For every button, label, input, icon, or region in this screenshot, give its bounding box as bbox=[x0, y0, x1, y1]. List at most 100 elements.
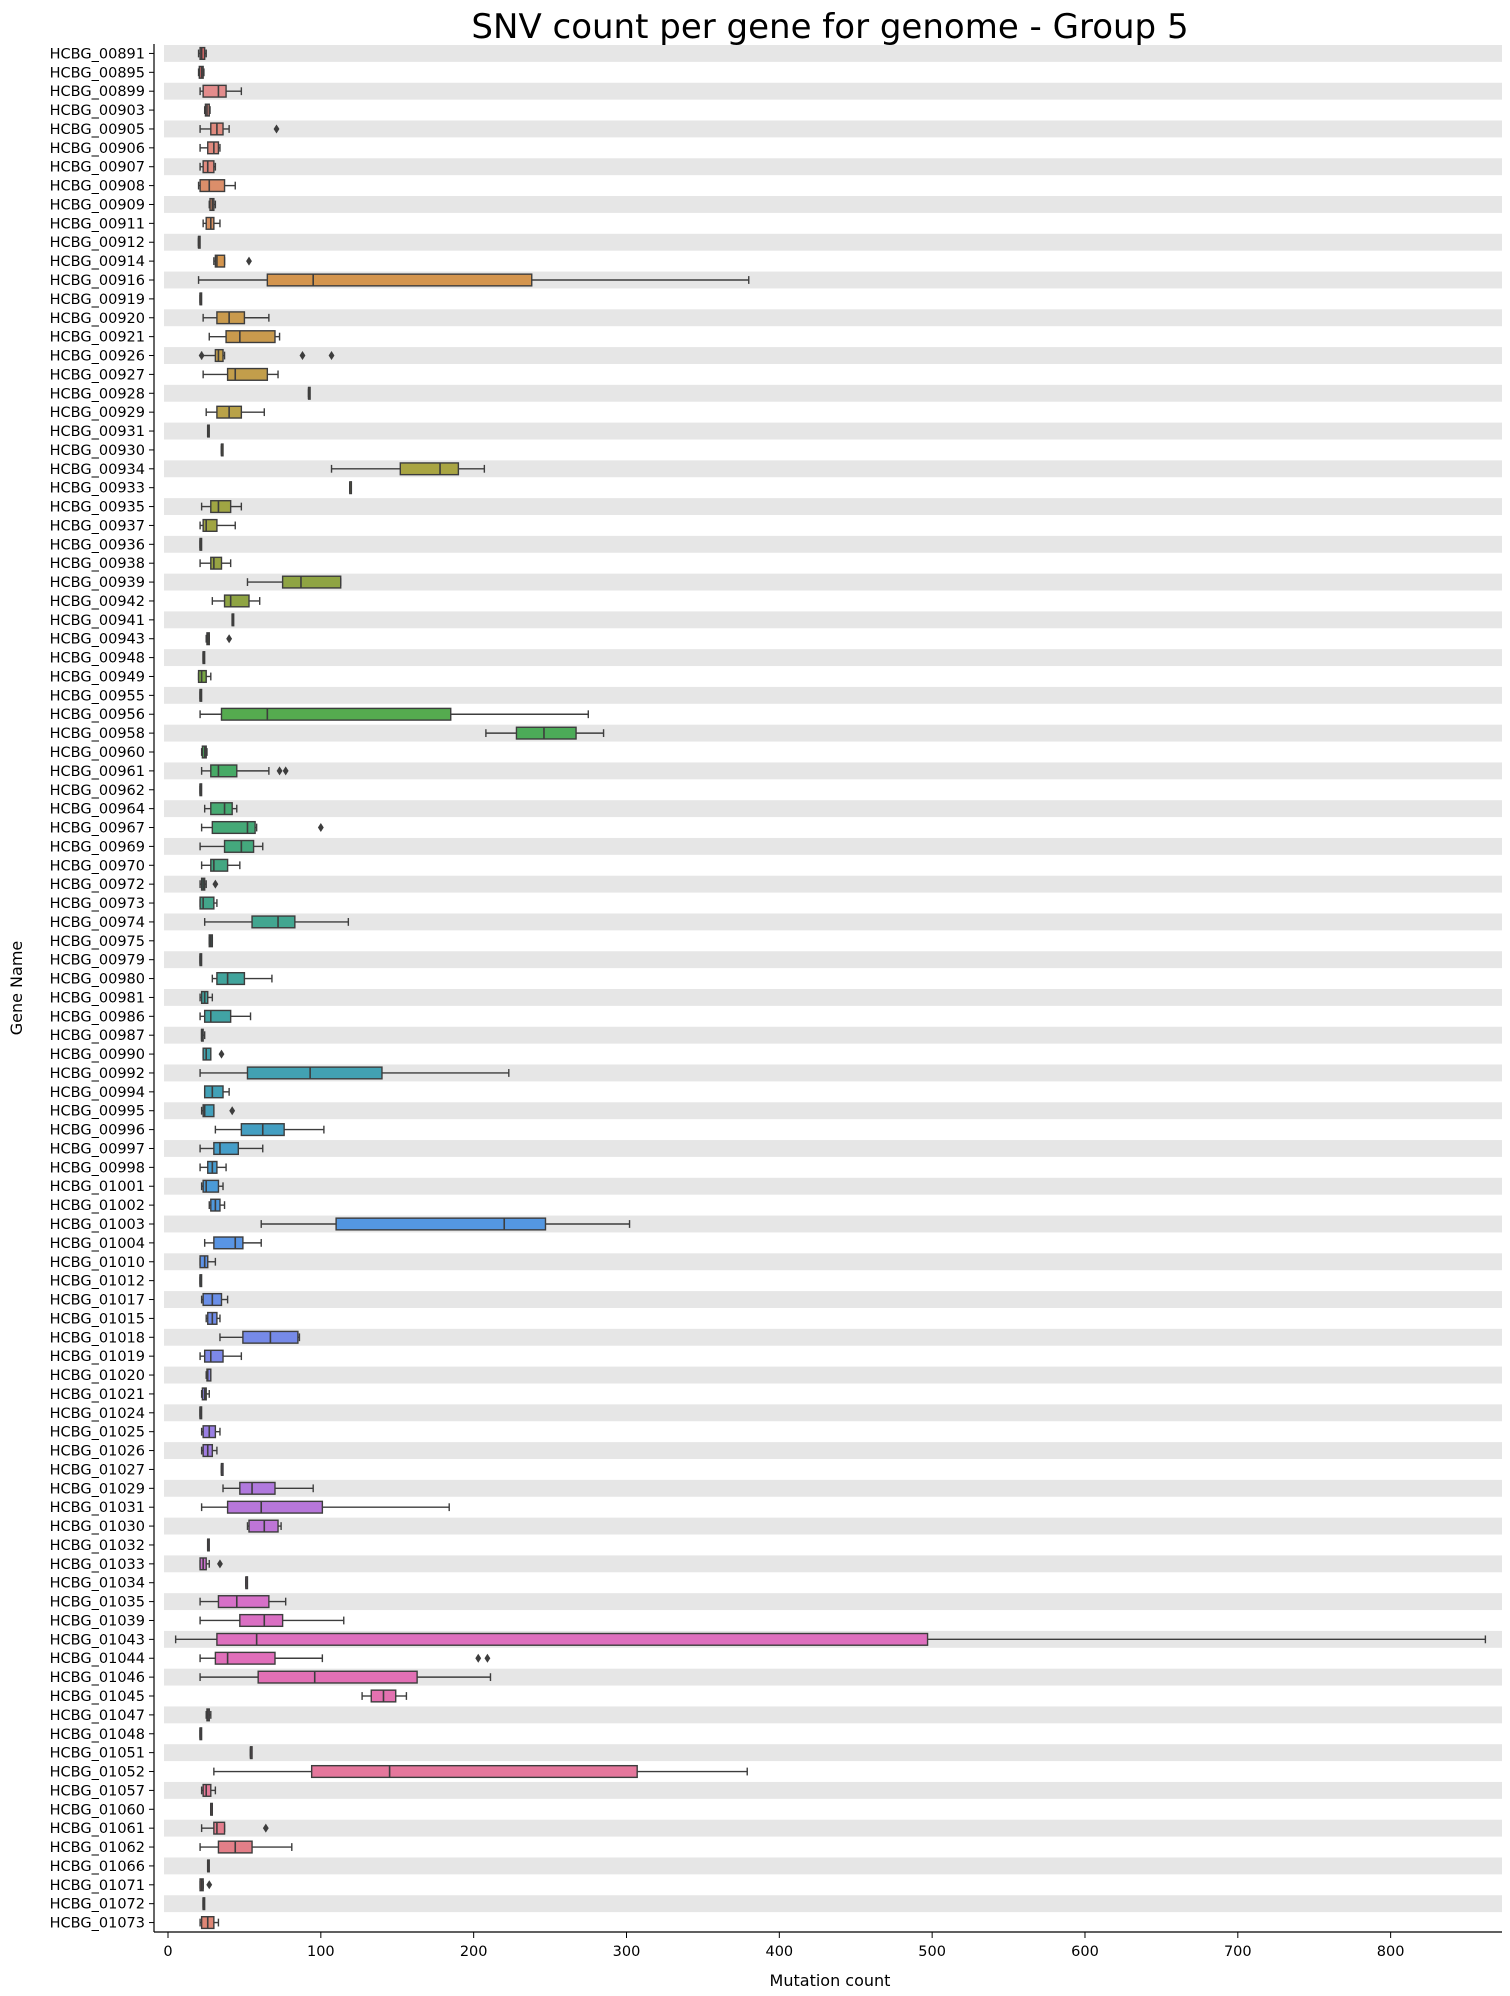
y-tick-label: HCBG_00920 bbox=[50, 311, 145, 327]
row-band bbox=[164, 1706, 1502, 1724]
box-iqr bbox=[199, 179, 226, 193]
box-HCBG_01027 bbox=[220, 1462, 224, 1476]
box-iqr bbox=[226, 367, 269, 381]
y-tick-label: HCBG_01051 bbox=[50, 1746, 145, 1762]
box-HCBG_00956 bbox=[199, 707, 589, 721]
y-tick-label: HCBG_01057 bbox=[50, 1783, 145, 1799]
row-band bbox=[164, 1668, 1502, 1686]
row-band bbox=[164, 762, 1502, 780]
y-tick-label: HCBG_01021 bbox=[50, 1387, 145, 1403]
box-HCBG_00929 bbox=[205, 405, 265, 419]
row-band bbox=[164, 460, 1502, 478]
y-tick-label: HCBG_00961 bbox=[50, 764, 145, 780]
outlier-point bbox=[262, 1823, 269, 1833]
box-iqr bbox=[239, 1613, 284, 1628]
box-HCBG_00939 bbox=[246, 575, 342, 589]
y-tick-label: HCBG_00972 bbox=[50, 877, 145, 893]
box-HCBG_00998 bbox=[199, 1160, 227, 1174]
box-iqr bbox=[210, 802, 233, 816]
y-tick-label: HCBG_00962 bbox=[50, 783, 145, 799]
box-HCBG_00997 bbox=[199, 1141, 264, 1156]
box-iqr bbox=[211, 820, 256, 835]
y-tick-label: HCBG_00979 bbox=[50, 953, 145, 969]
box-HCBG_01057 bbox=[200, 1783, 217, 1797]
box-iqr bbox=[251, 915, 296, 929]
y-tick-label: HCBG_01001 bbox=[50, 1179, 145, 1195]
y-tick-label: HCBG_00975 bbox=[50, 934, 145, 950]
row-band bbox=[164, 158, 1502, 176]
box-HCBG_01034 bbox=[245, 1576, 249, 1590]
box-HCBG_01020 bbox=[205, 1368, 212, 1382]
box-iqr bbox=[239, 1481, 276, 1495]
box-HCBG_00941 bbox=[231, 613, 235, 627]
outlier-point bbox=[328, 351, 335, 361]
y-tick-label: HCBG_01030 bbox=[50, 1519, 145, 1535]
box-HCBG_00994 bbox=[203, 1085, 230, 1099]
box-HCBG_00961 bbox=[200, 764, 289, 778]
box-HCBG_00995 bbox=[200, 1104, 236, 1118]
outlier-point bbox=[317, 823, 324, 833]
y-tick-label: HCBG_00994 bbox=[50, 1085, 145, 1101]
box-HCBG_00979 bbox=[199, 953, 203, 967]
row-band bbox=[164, 233, 1502, 251]
row-band bbox=[164, 1895, 1502, 1913]
x-tick-label: 600 bbox=[1071, 1944, 1099, 1960]
box-HCBG_00943 bbox=[205, 632, 233, 646]
box-HCBG_00914 bbox=[213, 254, 252, 268]
row-band bbox=[164, 82, 1502, 100]
box-HCBG_00935 bbox=[200, 500, 243, 514]
y-tick-label: HCBG_00941 bbox=[50, 613, 145, 629]
box-iqr bbox=[214, 1651, 276, 1665]
y-tick-label: HCBG_00956 bbox=[50, 707, 145, 723]
box-iqr bbox=[216, 972, 246, 986]
box-HCBG_00996 bbox=[214, 1123, 325, 1137]
x-tick-label: 200 bbox=[460, 1944, 488, 1960]
box-HCBG_01003 bbox=[260, 1217, 631, 1231]
y-tick-label: HCBG_01039 bbox=[50, 1613, 145, 1629]
y-tick-label: HCBG_00911 bbox=[50, 216, 145, 232]
box-HCBG_01015 bbox=[205, 1311, 221, 1325]
y-tick-label: HCBG_00926 bbox=[50, 349, 145, 365]
y-tick-label: HCBG_00980 bbox=[50, 972, 145, 988]
box-HCBG_00992 bbox=[199, 1066, 510, 1080]
y-tick-label: HCBG_00919 bbox=[50, 292, 145, 308]
row-band bbox=[164, 989, 1502, 1006]
y-tick-label: HCBG_01029 bbox=[50, 1481, 145, 1497]
box-HCBG_00975 bbox=[208, 934, 214, 948]
box-HCBG_00986 bbox=[199, 1009, 252, 1023]
box-HCBG_00972 bbox=[199, 877, 219, 891]
box-HCBG_01017 bbox=[200, 1292, 229, 1307]
box-HCBG_00936 bbox=[199, 537, 203, 551]
y-tick-label: HCBG_00905 bbox=[50, 122, 145, 138]
box-HCBG_00967 bbox=[200, 820, 324, 835]
y-tick-label: HCBG_00998 bbox=[50, 1160, 145, 1176]
box-HCBG_01051 bbox=[249, 1746, 253, 1760]
box-HCBG_00908 bbox=[197, 179, 236, 193]
box-iqr bbox=[217, 1595, 270, 1609]
box-HCBG_01073 bbox=[199, 1916, 220, 1930]
box-iqr bbox=[202, 1179, 220, 1193]
y-tick-label: HCBG_01020 bbox=[50, 1368, 145, 1384]
row-band bbox=[164, 1744, 1502, 1762]
y-tick-label: HCBG_01034 bbox=[50, 1576, 145, 1592]
y-tick-label: HCBG_00936 bbox=[50, 537, 145, 553]
box-HCBG_01048 bbox=[199, 1727, 203, 1741]
box-HCBG_00964 bbox=[203, 802, 238, 816]
box-HCBG_01024 bbox=[199, 1406, 203, 1420]
box-HCBG_00937 bbox=[199, 518, 236, 532]
box-HCBG_01072 bbox=[202, 1897, 206, 1911]
box-HCBG_01062 bbox=[199, 1840, 293, 1854]
y-tick-label: HCBG_00933 bbox=[50, 481, 145, 497]
box-HCBG_00928 bbox=[307, 386, 311, 400]
y-tick-label: HCBG_01061 bbox=[50, 1821, 145, 1837]
y-tick-label: HCBG_00939 bbox=[50, 575, 145, 591]
chart-title: SNV count per gene for genome - Group 5 bbox=[471, 7, 1188, 47]
y-tick-label: HCBG_00916 bbox=[50, 273, 145, 289]
box-iqr bbox=[210, 858, 229, 872]
box-iqr bbox=[210, 764, 238, 778]
y-tick-label: HCBG_00949 bbox=[50, 669, 145, 685]
row-band bbox=[164, 1857, 1502, 1875]
row-band bbox=[164, 309, 1502, 327]
y-tick-label: HCBG_00967 bbox=[50, 821, 145, 837]
